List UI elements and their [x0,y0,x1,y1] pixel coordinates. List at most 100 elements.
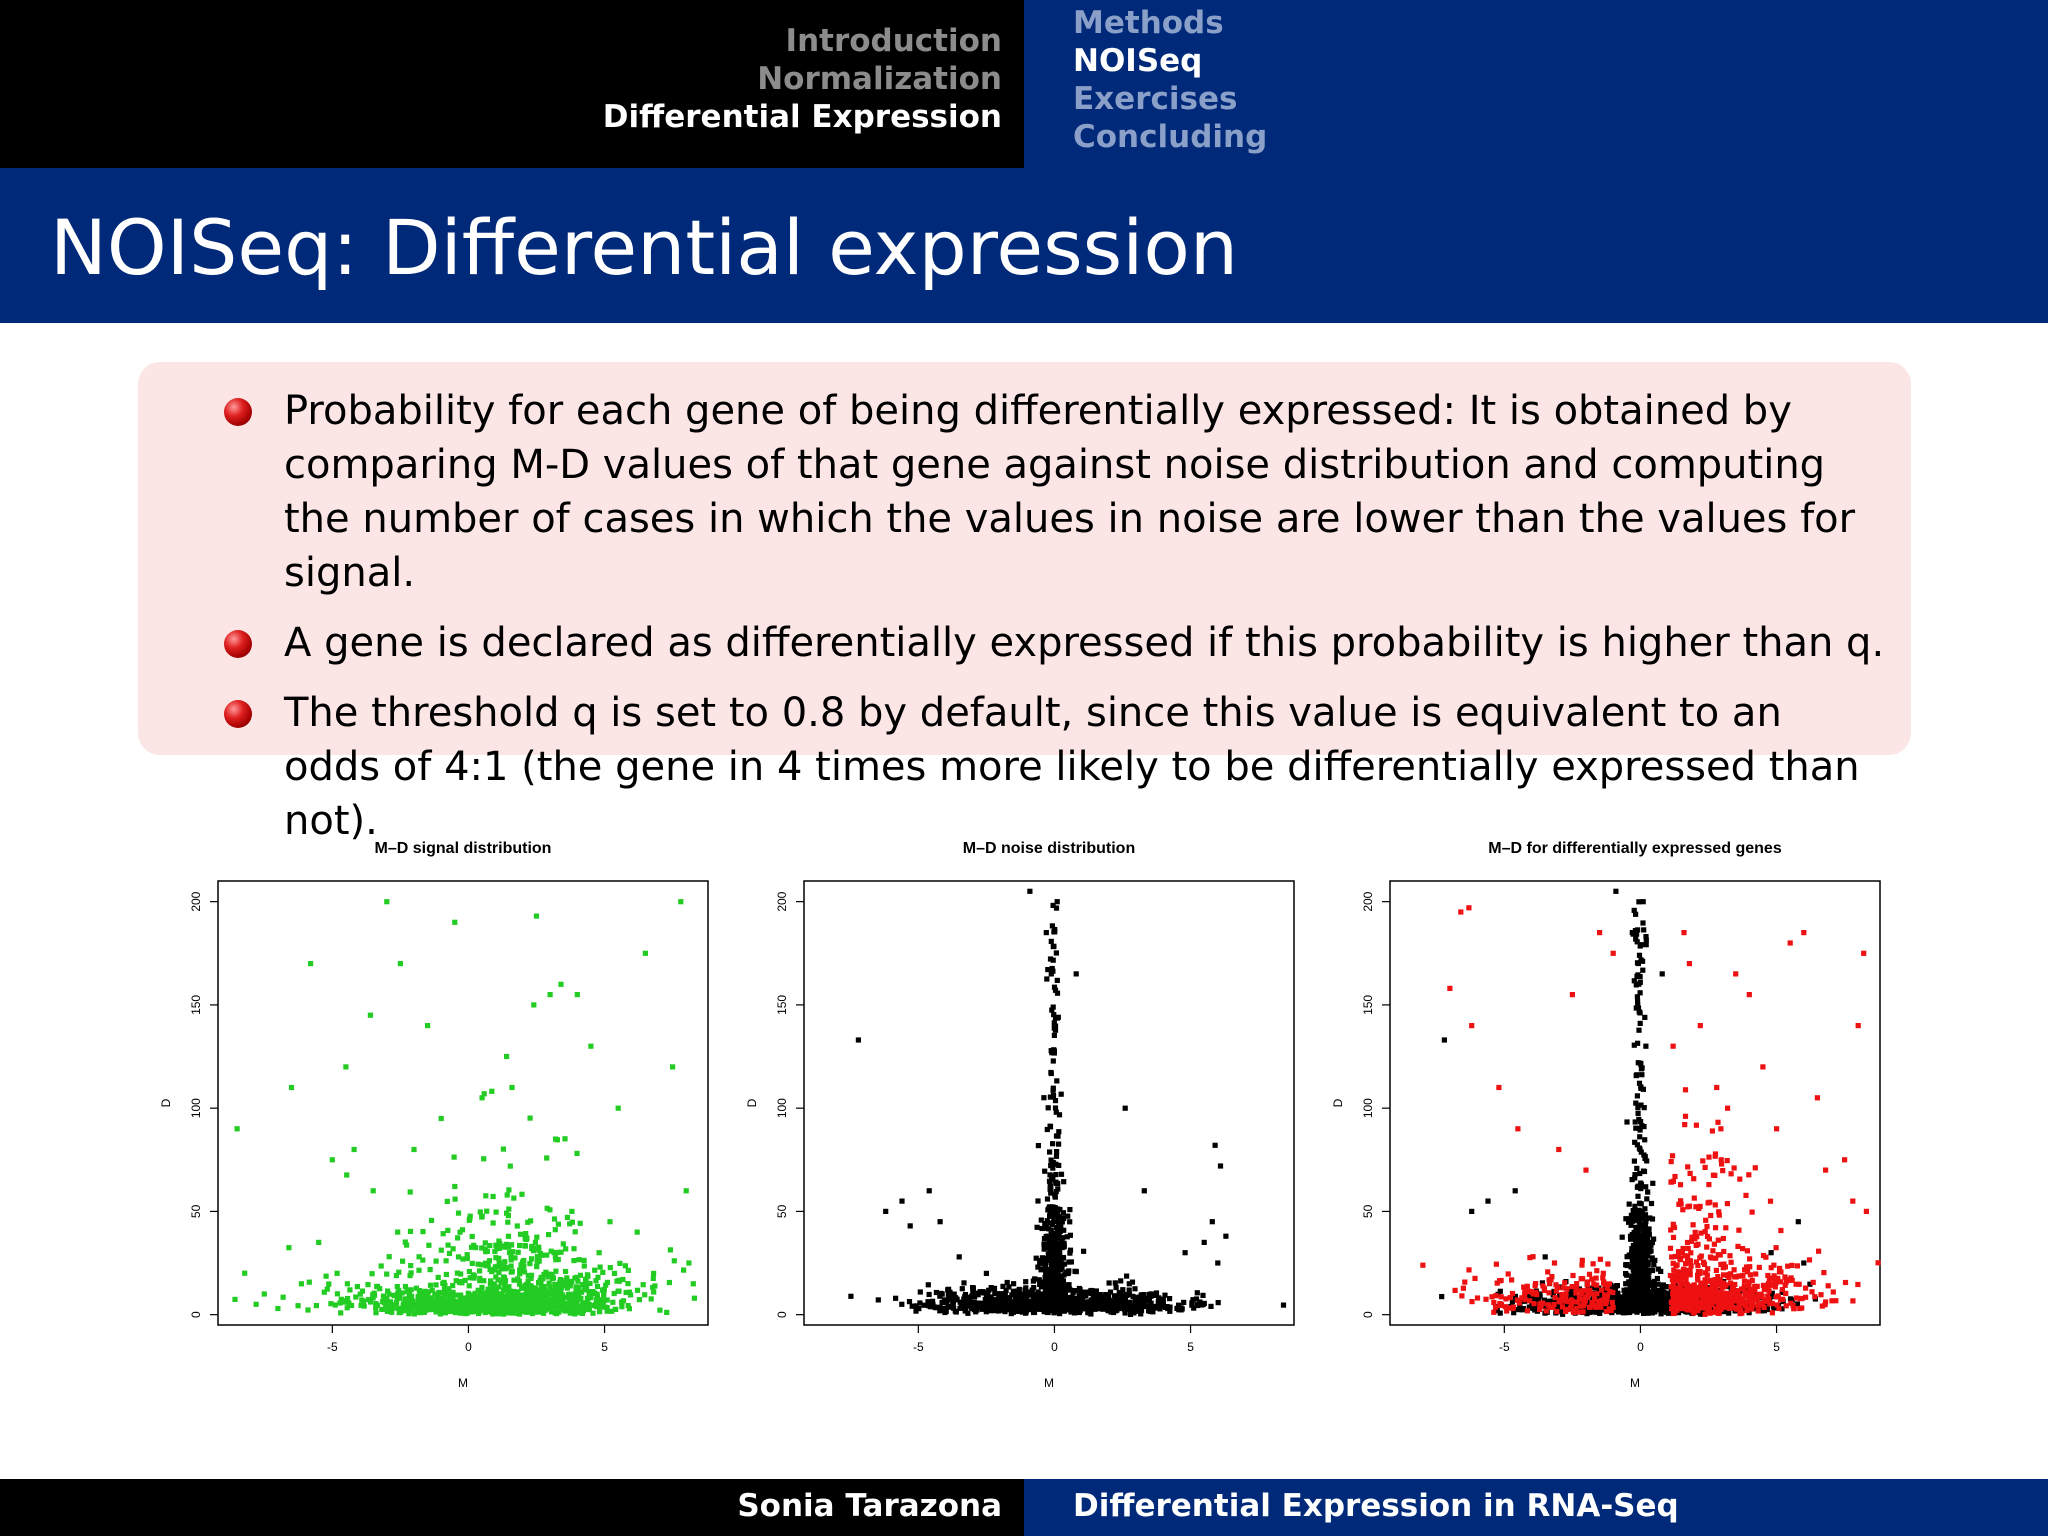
data-point [1796,1281,1802,1287]
data-point [1589,1276,1595,1282]
data-point [498,1291,505,1297]
data-point [455,1254,462,1260]
data-point [1630,1267,1636,1273]
data-point [334,1291,340,1297]
data-point [496,1269,502,1276]
data-point [534,1289,540,1296]
data-point [1031,1298,1037,1304]
data-point [1641,927,1647,933]
data-point [541,1271,547,1278]
data-point [1572,1294,1578,1300]
data-point [1531,1301,1537,1307]
data-point [450,1283,456,1289]
data-point [567,1291,573,1297]
data-point [1060,1254,1066,1261]
data-point [1548,1298,1554,1304]
data-point [1525,1294,1531,1300]
data-point [1057,1286,1063,1292]
nav-subsection-noiseq[interactable]: NOISeq [1073,43,1203,79]
data-point [607,1219,613,1225]
nav-section-differential-expression[interactable]: Differential Expression [602,99,1002,135]
data-point [1103,1292,1109,1298]
data-point [1641,1124,1647,1130]
data-point [1721,1248,1727,1255]
data-point [426,1242,432,1248]
data-point [557,1306,563,1312]
data-point [1051,1012,1057,1018]
data-point [527,1261,533,1267]
data-point [1035,1302,1042,1308]
data-point [933,1289,939,1296]
data-point [1586,1271,1593,1277]
data-point [513,1293,519,1299]
data-point [433,1258,439,1264]
data-point [1636,1255,1642,1261]
data-point [439,1307,446,1313]
data-point [1032,1276,1038,1282]
data-point [1056,1214,1062,1220]
nav-subsection-exercises[interactable]: Exercises [1073,81,1238,117]
data-point [1674,1262,1680,1268]
nav-subsection-methods[interactable]: Methods [1073,5,1224,41]
data-point [1503,1296,1509,1302]
data-point [1569,1284,1575,1290]
data-point [234,1126,240,1132]
data-point [1212,1142,1218,1148]
data-point [1680,1245,1686,1252]
data-point [1683,1283,1690,1289]
data-point [1718,1261,1724,1267]
data-point [502,1266,508,1272]
data-point [462,1277,468,1283]
data-point [446,1286,452,1292]
data-point [1698,1253,1704,1259]
data-point [1641,1105,1647,1111]
data-point [1568,1297,1574,1303]
data-point [1591,1285,1597,1291]
data-point [1057,1220,1064,1226]
nav-section-normalization[interactable]: Normalization [757,61,1002,97]
data-point [519,1285,525,1291]
data-point [1681,1295,1687,1301]
data-point [1777,1265,1783,1271]
nav-section-introduction[interactable]: Introduction [785,23,1002,59]
data-point [1712,1202,1718,1208]
data-point [1581,1301,1587,1307]
data-point [597,1264,603,1270]
data-point [546,1280,552,1286]
data-point [399,1290,405,1296]
data-point [493,1287,499,1293]
data-point [361,1303,367,1309]
data-point [691,1295,697,1301]
data-point [1462,1279,1468,1285]
data-point [553,1136,559,1142]
data-point [337,1300,343,1306]
data-point [1639,1065,1645,1071]
data-point [1037,1257,1043,1264]
scatter-points [232,899,697,1317]
data-point [1590,1261,1596,1267]
data-point [1209,1219,1215,1225]
data-point [323,1273,329,1279]
data-point [1583,1294,1590,1300]
data-point [1044,1218,1050,1224]
data-point [1773,1294,1779,1300]
data-point [482,1240,488,1246]
data-point [1715,1274,1721,1280]
data-point [1670,1280,1676,1286]
data-point [581,1257,587,1263]
data-point [1669,1153,1676,1159]
data-point [1067,1232,1073,1238]
data-point [1604,1285,1610,1291]
data-point [547,992,553,998]
data-point [523,1231,529,1237]
data-point [538,1287,544,1293]
data-point [1731,1267,1737,1273]
data-point [550,1293,557,1300]
data-point [1640,1232,1646,1238]
data-point [1779,1287,1785,1293]
data-point [438,1115,444,1122]
data-point [1050,1141,1056,1147]
data-point [1046,1206,1052,1212]
nav-subsection-concluding[interactable]: Concluding [1073,119,1268,155]
data-point [1636,1219,1642,1225]
